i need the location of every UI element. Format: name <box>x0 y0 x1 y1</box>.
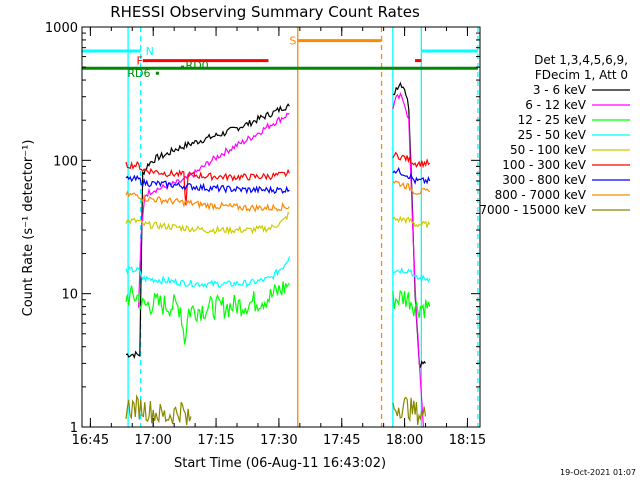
series-line-8-0 <box>125 393 192 425</box>
y-axis-label: Count Rate (s⁻¹ detector⁻¹) <box>21 140 36 317</box>
annotation-mark-1 <box>181 65 185 69</box>
series-line-4-1 <box>392 215 431 228</box>
series-line-8-1 <box>392 396 427 425</box>
legend-label-7: 800 - 7000 keV <box>495 188 587 202</box>
series-line-5-1 <box>392 151 431 169</box>
x-tick-label-0: 16:45 <box>72 433 109 448</box>
plot-area: NF S RD6 RD0 <box>81 26 481 428</box>
annotation-label-1: RD0 <box>186 59 209 72</box>
series-line-4-0 <box>125 211 290 236</box>
y-tick-label-0: 1 <box>70 421 78 436</box>
annotation-mark-0 <box>155 71 159 75</box>
timestamp: 19-Oct-2021 01:07 <box>560 468 636 477</box>
series-line-2-1 <box>392 289 431 319</box>
x-tick-label-2: 17:15 <box>197 433 234 448</box>
flag-label-1: F <box>136 55 142 68</box>
legend-label-1: 6 - 12 keV <box>525 98 587 112</box>
legend-label-6: 300 - 800 keV <box>502 173 586 187</box>
legend: Det 1,3,4,5,6,9,FDecim 1, Att 03 - 6 keV… <box>479 53 630 217</box>
series-line-0-0 <box>125 103 290 360</box>
x-tick-label-1: 17:00 <box>134 433 171 448</box>
x-tick-label-5: 18:00 <box>386 433 423 448</box>
series-line-5-0 <box>125 160 290 206</box>
series-line-1-0 <box>138 112 290 308</box>
legend-label-0: 3 - 6 keV <box>533 83 587 97</box>
flag-label-2: S <box>289 35 296 48</box>
x-axis: 16:45 17:00 17:15 17:30 17:45 18:00 18:15 <box>72 27 486 448</box>
legend-label-3: 25 - 50 keV <box>518 128 587 142</box>
x-tick-label-4: 17:45 <box>323 433 360 448</box>
annotation-label-0: RD6 <box>127 67 150 80</box>
legend-label-5: 100 - 300 keV <box>502 158 586 172</box>
x-tick-label-6: 18:15 <box>449 433 486 448</box>
legend-label-8: 7000 - 15000 keV <box>479 203 586 217</box>
legend-label-4: 50 - 100 keV <box>510 143 587 157</box>
legend-header-0: Det 1,3,4,5,6,9, <box>534 53 628 67</box>
series-line-7-1 <box>392 180 431 195</box>
y-axis: 1 10 100 1000 <box>45 21 480 436</box>
legend-label-2: 12 - 25 keV <box>518 113 587 127</box>
plot-frame <box>81 26 481 428</box>
series-line-1-1 <box>392 92 424 428</box>
legend-header-1: FDecim 1, Att 0 <box>535 68 628 82</box>
x-axis-label: Start Time (06-Aug-11 16:43:02) <box>174 456 386 471</box>
series-line-3-1 <box>392 267 431 283</box>
series-line-2-0 <box>125 281 290 345</box>
series-line-6-1 <box>392 166 431 185</box>
y-tick-label-2: 100 <box>53 154 78 169</box>
chart-title: RHESSI Observing Summary Count Rates <box>110 3 420 21</box>
y-tick-label-1: 10 <box>61 288 78 303</box>
flag-label-0: N <box>146 45 154 58</box>
series-line-6-0 <box>125 174 290 195</box>
y-tick-label-3: 1000 <box>45 21 78 36</box>
x-tick-label-3: 17:30 <box>260 433 297 448</box>
series-line-3-0 <box>125 256 290 289</box>
series-line-7-0 <box>125 190 290 213</box>
